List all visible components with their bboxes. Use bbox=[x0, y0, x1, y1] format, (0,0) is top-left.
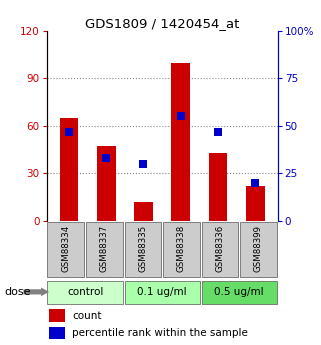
Point bbox=[104, 155, 109, 161]
Text: 0.5 ug/ml: 0.5 ug/ml bbox=[214, 287, 264, 297]
Text: GSM88337: GSM88337 bbox=[100, 225, 109, 272]
Text: dose: dose bbox=[5, 287, 31, 297]
Text: GSM88336: GSM88336 bbox=[215, 225, 224, 272]
Bar bbox=[60, 118, 78, 221]
Bar bbox=[49, 309, 65, 322]
Point bbox=[253, 180, 258, 186]
Bar bbox=[125, 222, 161, 277]
Bar bbox=[49, 327, 65, 339]
Bar bbox=[171, 63, 190, 221]
Bar bbox=[125, 281, 200, 304]
Point bbox=[215, 129, 221, 135]
Bar bbox=[240, 222, 277, 277]
Bar bbox=[134, 202, 153, 221]
Title: GDS1809 / 1420454_at: GDS1809 / 1420454_at bbox=[85, 17, 239, 30]
Text: GSM88335: GSM88335 bbox=[138, 225, 147, 272]
Bar bbox=[202, 281, 277, 304]
Text: GSM88399: GSM88399 bbox=[254, 225, 263, 272]
Bar bbox=[97, 147, 116, 221]
Point bbox=[66, 129, 72, 135]
Text: GSM88338: GSM88338 bbox=[177, 225, 186, 272]
Bar bbox=[48, 281, 123, 304]
Text: 0.1 ug/ml: 0.1 ug/ml bbox=[137, 287, 187, 297]
Bar bbox=[246, 186, 265, 221]
Text: percentile rank within the sample: percentile rank within the sample bbox=[72, 328, 248, 338]
Point bbox=[178, 114, 183, 119]
Bar bbox=[48, 222, 84, 277]
Bar bbox=[202, 222, 238, 277]
Bar bbox=[86, 222, 123, 277]
Text: count: count bbox=[72, 311, 101, 321]
Text: GSM88334: GSM88334 bbox=[61, 225, 70, 272]
Bar bbox=[163, 222, 200, 277]
Text: control: control bbox=[67, 287, 103, 297]
Point bbox=[141, 161, 146, 167]
Bar bbox=[209, 153, 227, 221]
